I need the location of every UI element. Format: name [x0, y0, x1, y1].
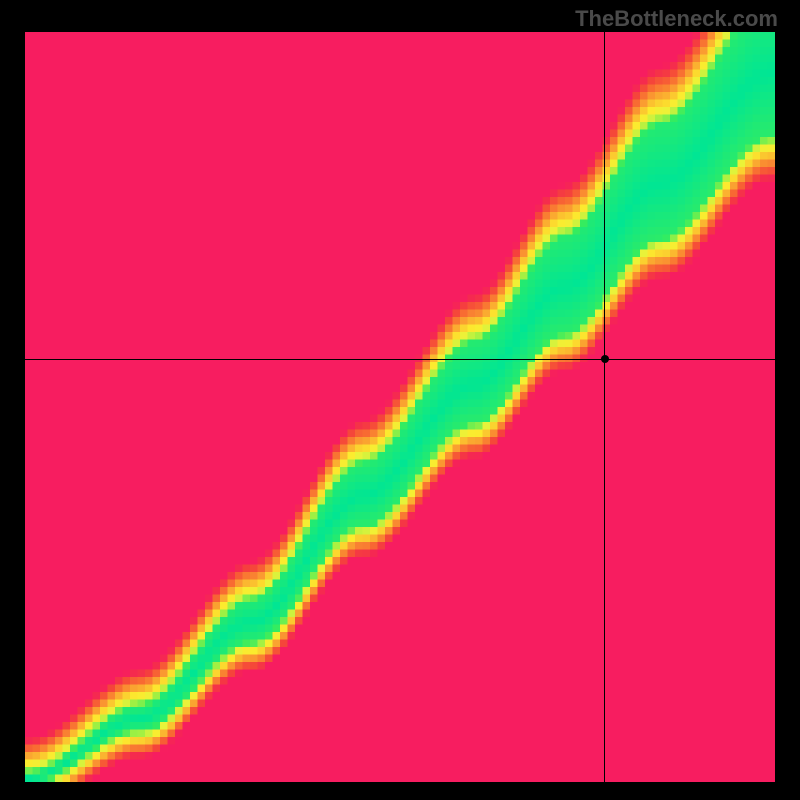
crosshair-vertical [604, 32, 605, 782]
bottleneck-heatmap [25, 32, 775, 782]
watermark-text: TheBottleneck.com [575, 6, 778, 32]
crosshair-horizontal [25, 359, 775, 360]
heatmap-canvas [25, 32, 775, 782]
crosshair-marker[interactable] [601, 355, 609, 363]
